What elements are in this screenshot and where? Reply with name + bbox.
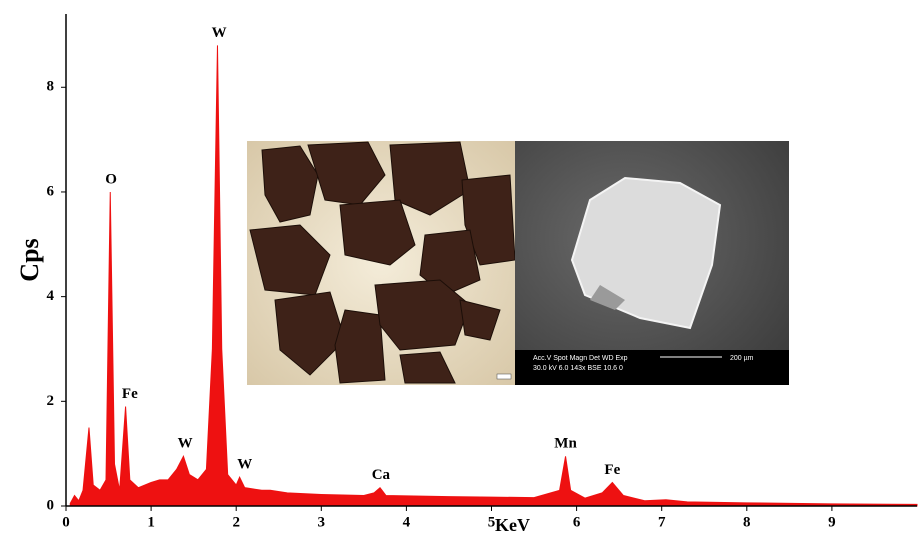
x-tick-label: 9 bbox=[828, 514, 836, 530]
spectrum-area bbox=[69, 45, 918, 507]
inset-micrograph bbox=[515, 141, 789, 385]
peak-label: W bbox=[237, 457, 252, 473]
inset-photo bbox=[247, 141, 516, 385]
x-tick-label: 2 bbox=[232, 514, 240, 530]
x-tick-label: 8 bbox=[743, 514, 751, 530]
x-tick-label: 5 bbox=[488, 514, 496, 530]
peak-label: W bbox=[212, 25, 227, 41]
x-tick-label: 3 bbox=[318, 514, 326, 530]
x-tick-label: 1 bbox=[147, 514, 155, 530]
peak-label: W bbox=[178, 436, 193, 452]
inset-label: 30.0 kV 6.0 143x BSE 10.6 0 bbox=[533, 365, 623, 372]
peak-label: Fe bbox=[122, 386, 138, 402]
y-tick-label: 4 bbox=[47, 288, 55, 304]
y-tick-label: 6 bbox=[47, 183, 55, 199]
x-tick-label: 7 bbox=[658, 514, 666, 530]
peak-label: Ca bbox=[372, 467, 391, 483]
y-tick-label: 2 bbox=[47, 393, 55, 409]
x-tick-label: 0 bbox=[62, 514, 70, 530]
peak-label: O bbox=[105, 171, 117, 187]
x-axis-label: KeV bbox=[495, 515, 530, 535]
peak-label: Mn bbox=[554, 436, 577, 452]
x-tick-label: 4 bbox=[403, 514, 411, 530]
inset-scale: 200 µm bbox=[730, 355, 754, 362]
y-tick-label: 0 bbox=[47, 497, 55, 513]
y-tick-label: 8 bbox=[47, 79, 55, 95]
x-tick-label: 6 bbox=[573, 514, 581, 530]
peak-label: Fe bbox=[604, 462, 620, 478]
y-axis-label: Cps bbox=[15, 238, 44, 281]
inset-label: Acc.V Spot Magn Det WD Exp bbox=[533, 355, 628, 362]
